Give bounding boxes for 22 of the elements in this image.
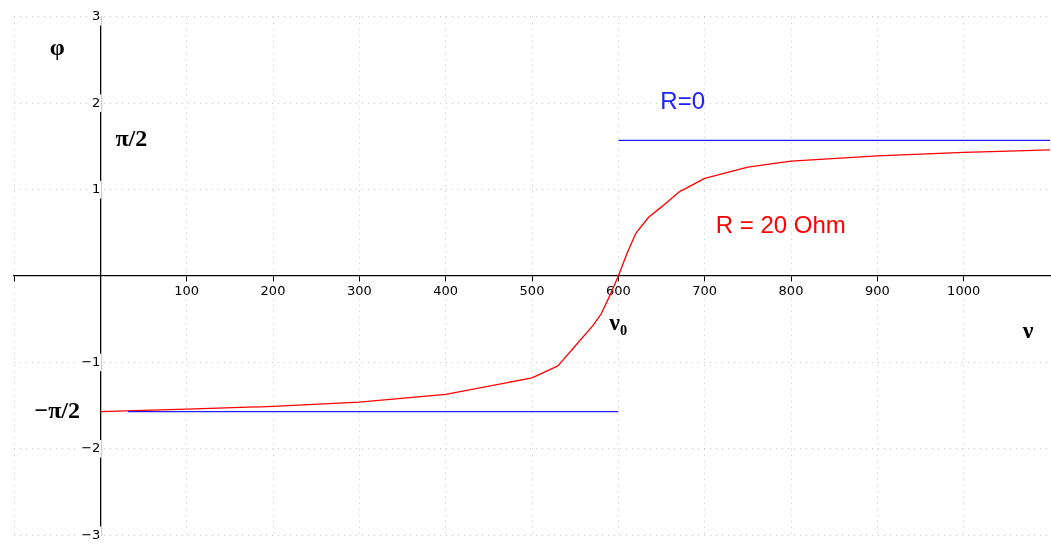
x-tick-label: 800 [778,283,804,299]
x-tick-label: 900 [864,283,890,299]
x-tick-label: 400 [433,283,459,299]
x-tick-label: 100 [174,283,200,299]
y-tick-label: −1 [81,353,101,369]
y-tick-label: −2 [81,440,101,456]
x-axis-title: ν [1021,317,1034,344]
series-label: R = 20 Ohm [715,210,846,238]
y-axis-title: φ [49,34,65,60]
series-label: R=0 [660,86,706,114]
y-tick-label: 3 [92,8,101,24]
y-tick-label: −3 [81,526,101,542]
x-tick-label: 500 [519,283,545,299]
x-tick-label: 200 [260,283,286,299]
x-tick-label: 700 [692,283,718,299]
annotation: ν₀ [608,308,628,335]
x-tick-label: 1000 [947,283,981,299]
annotation: −π/2 [34,396,80,423]
y-tick-label: 2 [92,94,101,110]
x-tick-label: 300 [346,283,372,299]
annotation: π/2 [115,124,148,151]
y-tick-label: 1 [92,180,101,196]
